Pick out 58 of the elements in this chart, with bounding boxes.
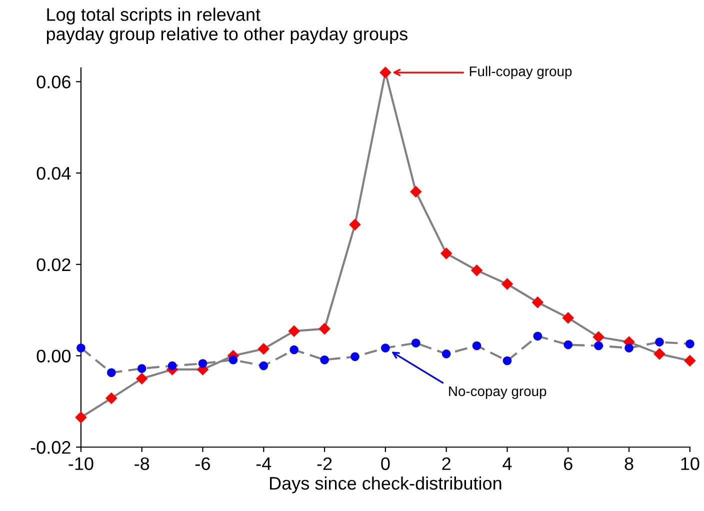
x-tick-label: 10 (681, 457, 700, 470)
x-tick-label: -2 (317, 457, 332, 470)
point (137, 364, 146, 373)
x-tick-label: 0 (381, 457, 390, 470)
point (470, 264, 483, 276)
point (381, 344, 390, 352)
point (320, 355, 329, 364)
point (259, 361, 268, 370)
point (106, 392, 118, 404)
y-tick-label: 0.02 (36, 258, 70, 272)
point (624, 344, 634, 352)
point (380, 66, 392, 78)
point (655, 338, 664, 346)
point (107, 368, 116, 378)
point (290, 345, 298, 354)
point (564, 340, 573, 350)
point (350, 352, 360, 362)
annotation: No-copay group (449, 386, 546, 399)
y-tick-label: 0.06 (36, 76, 70, 88)
point (410, 186, 422, 198)
point (76, 344, 86, 352)
annotation: Full-copay group (470, 66, 572, 80)
point (75, 412, 87, 424)
point (258, 343, 270, 355)
point (168, 361, 177, 370)
point (288, 325, 300, 337)
point (472, 341, 482, 350)
point (594, 341, 603, 350)
point (686, 339, 694, 348)
x-tick-label: -8 (134, 457, 150, 470)
point (442, 350, 451, 358)
point (349, 218, 361, 231)
point (654, 348, 666, 360)
point (532, 296, 544, 308)
x-tick-label: 2 (442, 457, 450, 470)
y-tick-label: -0.02 (30, 441, 70, 454)
point (684, 354, 696, 367)
y-axis-title: Log total scripts in relevant payday group relative to other payday groups (46, 8, 408, 44)
point (411, 338, 420, 348)
point (533, 332, 542, 341)
x-axis-title: Days since check-distribution (270, 476, 502, 494)
x-tick-label: 4 (502, 458, 512, 470)
point (440, 248, 452, 260)
point (562, 312, 574, 324)
point (502, 356, 512, 366)
x-tick-label: 8 (624, 457, 634, 470)
x-tick-label: -4 (256, 458, 272, 470)
y-tick-label: 0.04 (36, 166, 71, 180)
x-tick-label: -10 (68, 457, 94, 470)
point (592, 331, 604, 343)
point (228, 355, 238, 364)
point (318, 322, 330, 335)
x-tick-label: 6 (564, 457, 572, 470)
point (136, 372, 148, 384)
x-tick-label: -6 (196, 457, 210, 470)
point (501, 278, 514, 290)
point (198, 359, 208, 368)
y-tick-label: 0.00 (36, 350, 71, 362)
